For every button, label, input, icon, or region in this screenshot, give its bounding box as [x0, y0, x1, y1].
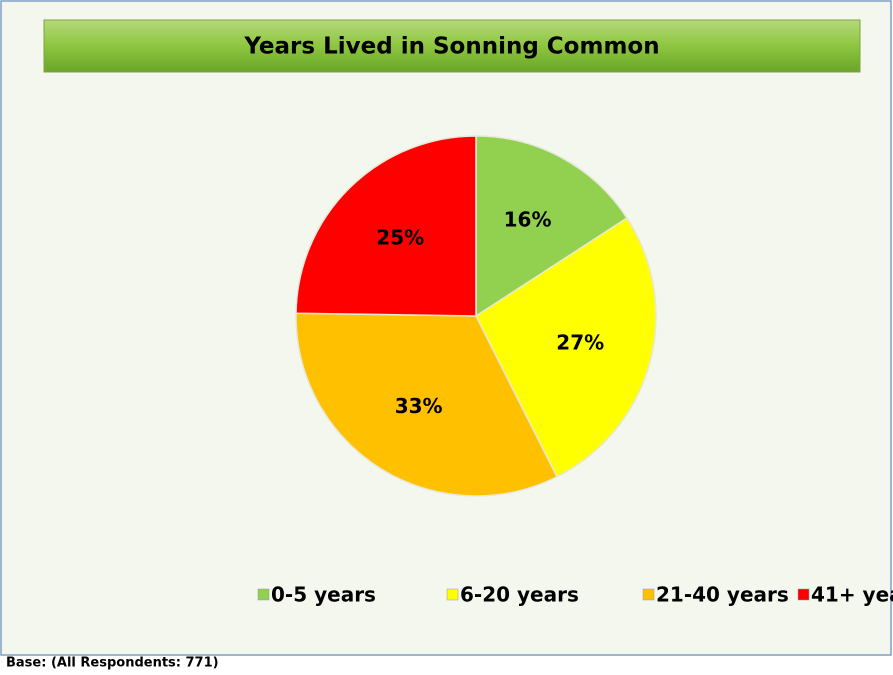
data-label: 27%: [556, 331, 604, 355]
legend-label: 41+ years: [811, 583, 893, 607]
title-box: [43, 19, 861, 73]
pie-slice: [475, 217, 657, 478]
data-label: 25%: [376, 226, 424, 250]
chart-title: Years Lived in Sonning Common: [243, 34, 659, 60]
legend-swatch: [797, 588, 810, 601]
footnote: Base: (All Respondents: 771): [6, 656, 219, 671]
legend-swatch: [642, 588, 655, 601]
legend-label: 6-20 years: [460, 583, 579, 607]
legend-swatch: [446, 588, 459, 601]
data-label: 33%: [395, 394, 443, 418]
legend-label: 0-5 years: [271, 583, 376, 607]
legend-label: 21-40 years: [656, 583, 789, 607]
data-label: 16%: [504, 208, 552, 232]
pie-slice: [295, 135, 477, 317]
pie-slice: [475, 135, 629, 318]
legend-swatch: [257, 588, 270, 601]
pie-slice: [295, 312, 558, 497]
